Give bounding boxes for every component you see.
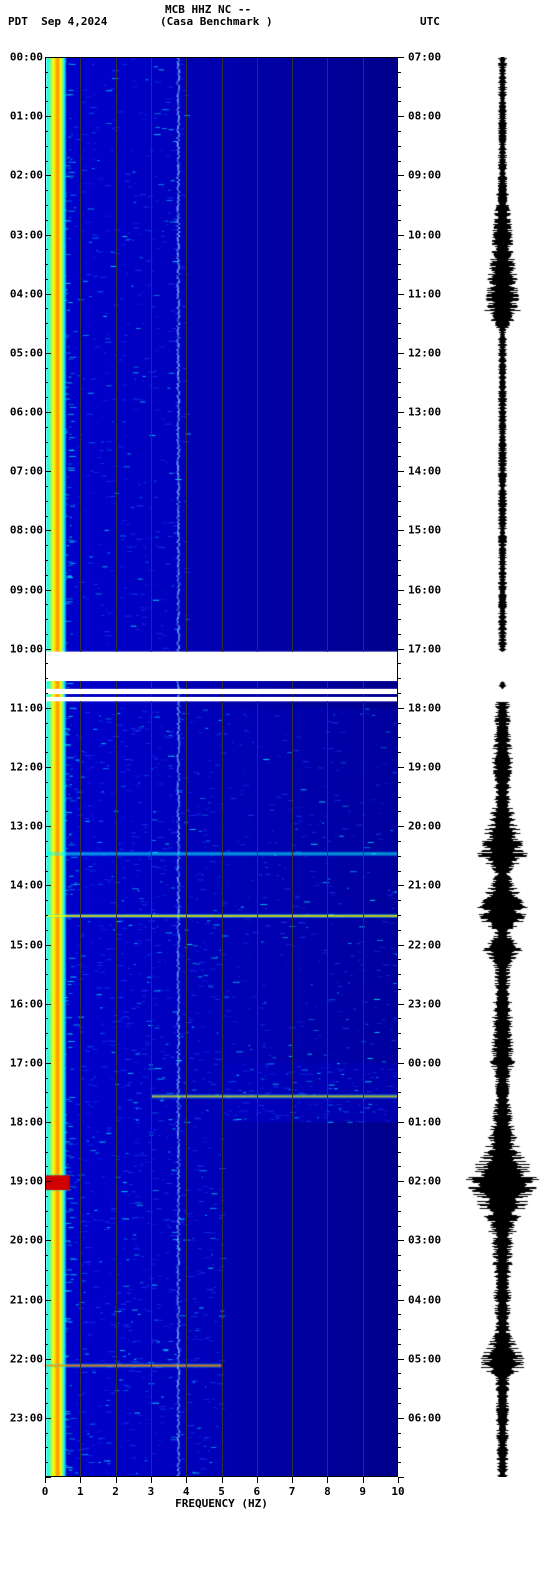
y-tick-pdt: 01:00 <box>10 110 43 123</box>
x-tick: 5 <box>218 1485 225 1498</box>
timezone-right: UTC <box>420 15 440 28</box>
y-tick-pdt: 11:00 <box>10 701 43 714</box>
y-tick-pdt: 13:00 <box>10 820 43 833</box>
waveform-canvas <box>465 57 540 1477</box>
x-tick: 1 <box>77 1485 84 1498</box>
y-tick-pdt: 17:00 <box>10 1056 43 1069</box>
y-tick-utc: 19:00 <box>408 761 441 774</box>
x-tick: 0 <box>42 1485 49 1498</box>
y-tick-pdt: 02:00 <box>10 169 43 182</box>
y-tick-utc: 18:00 <box>408 701 441 714</box>
y-tick-pdt: 00:00 <box>10 51 43 64</box>
y-tick-utc: 04:00 <box>408 1293 441 1306</box>
y-tick-utc: 05:00 <box>408 1352 441 1365</box>
y-tick-pdt: 15:00 <box>10 938 43 951</box>
y-tick-pdt: 18:00 <box>10 1116 43 1129</box>
y-tick-utc: 11:00 <box>408 287 441 300</box>
y-tick-utc: 17:00 <box>408 642 441 655</box>
y-tick-utc: 09:00 <box>408 169 441 182</box>
y-tick-utc: 00:00 <box>408 1056 441 1069</box>
station-location: (Casa Benchmark ) <box>160 15 273 28</box>
y-tick-pdt: 23:00 <box>10 1411 43 1424</box>
y-tick-pdt: 08:00 <box>10 524 43 537</box>
timezone-left: PDT Sep 4,2024 <box>8 15 107 28</box>
y-tick-utc: 12:00 <box>408 346 441 359</box>
y-tick-pdt: 16:00 <box>10 997 43 1010</box>
x-tick: 4 <box>183 1485 190 1498</box>
y-tick-pdt: 09:00 <box>10 583 43 596</box>
x-tick: 10 <box>391 1485 404 1498</box>
y-tick-utc: 15:00 <box>408 524 441 537</box>
spectrogram-canvas <box>45 57 398 1477</box>
y-tick-utc: 01:00 <box>408 1116 441 1129</box>
y-tick-pdt: 05:00 <box>10 346 43 359</box>
x-tick: 8 <box>324 1485 331 1498</box>
y-tick-utc: 22:00 <box>408 938 441 951</box>
x-tick: 9 <box>359 1485 366 1498</box>
x-tick: 2 <box>112 1485 119 1498</box>
y-tick-pdt: 22:00 <box>10 1352 43 1365</box>
y-tick-utc: 16:00 <box>408 583 441 596</box>
x-tick: 6 <box>253 1485 260 1498</box>
axis-border-top <box>45 57 398 58</box>
y-tick-utc: 07:00 <box>408 51 441 64</box>
y-tick-pdt: 03:00 <box>10 228 43 241</box>
x-tick: 7 <box>289 1485 296 1498</box>
y-tick-pdt: 06:00 <box>10 406 43 419</box>
y-tick-utc: 03:00 <box>408 1234 441 1247</box>
y-tick-pdt: 21:00 <box>10 1293 43 1306</box>
y-tick-utc: 06:00 <box>408 1411 441 1424</box>
y-tick-pdt: 20:00 <box>10 1234 43 1247</box>
x-tick: 3 <box>148 1485 155 1498</box>
waveform-panel <box>465 57 540 1477</box>
y-tick-pdt: 14:00 <box>10 879 43 892</box>
y-tick-utc: 20:00 <box>408 820 441 833</box>
y-tick-pdt: 07:00 <box>10 465 43 478</box>
y-tick-utc: 08:00 <box>408 110 441 123</box>
y-tick-utc: 14:00 <box>408 465 441 478</box>
y-tick-pdt: 04:00 <box>10 287 43 300</box>
y-tick-utc: 02:00 <box>408 1175 441 1188</box>
y-tick-utc: 13:00 <box>408 406 441 419</box>
spectrogram-plot <box>45 57 398 1477</box>
x-axis-label: FREQUENCY (HZ) <box>45 1497 398 1510</box>
y-tick-utc: 10:00 <box>408 228 441 241</box>
y-tick-pdt: 12:00 <box>10 761 43 774</box>
y-tick-utc: 23:00 <box>408 997 441 1010</box>
y-tick-pdt: 19:00 <box>10 1175 43 1188</box>
y-tick-utc: 21:00 <box>408 879 441 892</box>
y-tick-pdt: 10:00 <box>10 642 43 655</box>
